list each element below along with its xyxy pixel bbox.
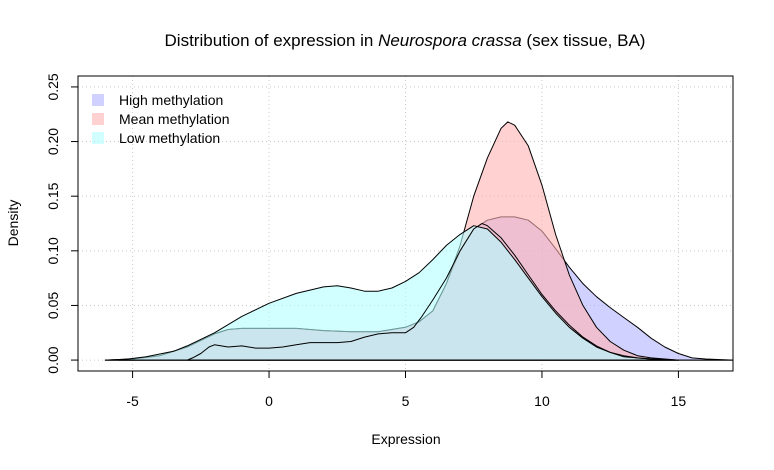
x-tick-label: 15 bbox=[671, 393, 687, 409]
legend-label: Low methylation bbox=[119, 130, 220, 146]
x-tick-label: -5 bbox=[126, 393, 139, 409]
y-tick-label: 0.05 bbox=[45, 292, 61, 319]
y-tick-label: 0.25 bbox=[45, 73, 61, 100]
legend-swatch bbox=[92, 94, 104, 106]
legend: High methylation Mean methylation Low meth… bbox=[92, 92, 230, 146]
x-axis-title: Expression bbox=[371, 431, 440, 447]
legend-label: Mean methylation bbox=[119, 111, 230, 127]
chart-title: Distribution of expression in Neurospora… bbox=[165, 31, 646, 50]
density-area bbox=[118, 225, 679, 361]
density-area bbox=[186, 223, 679, 361]
legend-swatch bbox=[92, 132, 104, 144]
legend-label: High methylation bbox=[119, 92, 223, 108]
x-tick-label: 10 bbox=[534, 393, 550, 409]
legend-swatch bbox=[92, 113, 104, 125]
y-tick-label: 0.15 bbox=[45, 182, 61, 209]
y-axis-title: Density bbox=[5, 200, 21, 247]
x-tick-label: 5 bbox=[402, 393, 410, 409]
y-tick-label: 0.00 bbox=[45, 346, 61, 373]
y-tick-label: 0.10 bbox=[45, 237, 61, 264]
density-areas bbox=[104, 121, 734, 361]
x-axis: -5 0 5 10 15 bbox=[126, 370, 687, 409]
x-tick-label: 0 bbox=[265, 393, 273, 409]
y-tick-label: 0.20 bbox=[45, 128, 61, 155]
y-axis: 0.00 0.05 0.10 0.15 0.20 0.25 bbox=[45, 73, 79, 374]
